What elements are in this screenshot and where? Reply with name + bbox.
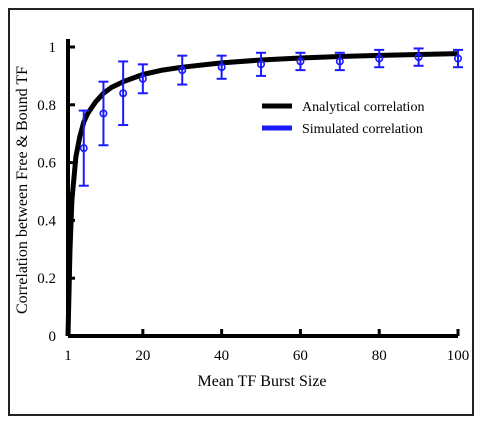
simulated-point xyxy=(453,54,462,63)
data-marks xyxy=(65,47,463,337)
simulated-point xyxy=(335,57,344,66)
x-tick-label: 40 xyxy=(214,348,229,364)
simulated-point xyxy=(178,66,187,75)
x-axis-title: Mean TF Burst Size xyxy=(197,373,326,390)
simulated-point xyxy=(257,60,266,69)
figure-frame xyxy=(8,8,474,416)
x-tick-label: 60 xyxy=(293,348,308,364)
simulated-point xyxy=(296,57,305,66)
x-tick-label: 100 xyxy=(447,348,470,364)
legend-label-analytical: Analytical correlation xyxy=(302,100,424,115)
y-axis-title: Correlation between Free & Bound TF xyxy=(14,66,31,314)
y-tick-label: 0.2 xyxy=(37,271,56,287)
y-tick-label: 0 xyxy=(49,329,57,345)
simulated-point xyxy=(414,53,423,62)
simulated-point xyxy=(375,54,384,63)
x-tick-label: 1 xyxy=(64,348,72,364)
x-tick-label: 80 xyxy=(372,348,387,364)
y-tick-label: 0.6 xyxy=(37,156,56,172)
simulated-point xyxy=(217,63,226,72)
y-tick-label: 1 xyxy=(49,40,57,56)
simulated-point xyxy=(99,109,108,118)
tick-labels: 1 20 40 60 80 100 0 0.2 0.4 0.6 0.8 1 xyxy=(37,40,469,364)
y-tick-label: 0.4 xyxy=(37,213,56,229)
y-tick-label: 0.8 xyxy=(37,98,56,114)
simulated-point xyxy=(119,89,128,98)
legend: Analytical correlation Simulated correla… xyxy=(262,100,424,137)
axes xyxy=(66,39,460,338)
x-tick-label: 20 xyxy=(135,348,150,364)
simulated-point xyxy=(79,144,88,153)
simulated-point xyxy=(138,74,147,83)
legend-label-simulated: Simulated correlation xyxy=(302,122,423,137)
analytical-correlation-line xyxy=(65,51,459,337)
